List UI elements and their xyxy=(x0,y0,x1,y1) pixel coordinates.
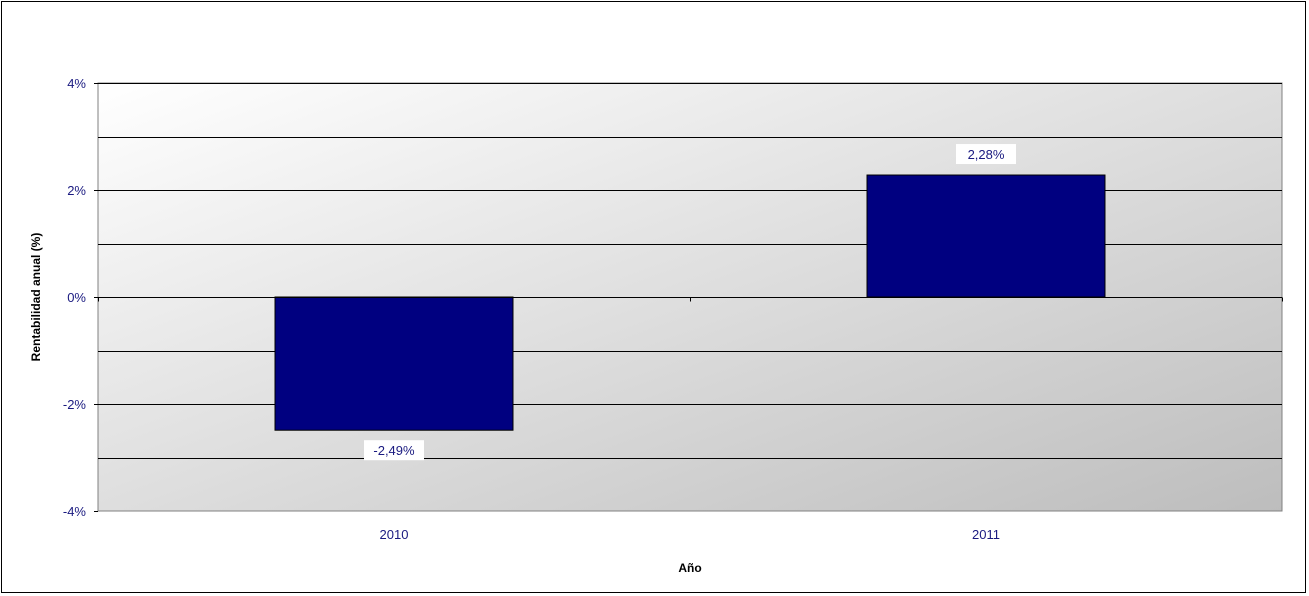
data-label-2011: 2,28% xyxy=(968,147,1005,162)
bars xyxy=(274,174,1106,431)
x-tick-label-2011: 2011 xyxy=(972,527,1000,542)
y-tick-label: 0% xyxy=(67,290,86,305)
bar-2011 xyxy=(866,174,1106,298)
bar-2010 xyxy=(274,296,514,431)
x-axis-title: Año xyxy=(678,561,701,575)
x-tick-label-2010: 2010 xyxy=(380,527,409,542)
data-label-2010: -2,49% xyxy=(373,443,415,458)
y-tick-label: -4% xyxy=(63,504,87,519)
data-labels: -2,49% 2,28% xyxy=(364,144,1016,461)
zero-axis xyxy=(98,297,1283,302)
y-tick-label: -2% xyxy=(63,397,87,412)
x-axis-ticks: 2010 2011 xyxy=(380,527,1000,542)
y-tick-label: 4% xyxy=(67,76,86,91)
y-axis-ticks: 4% 2% 0% -2% -4% xyxy=(63,76,98,519)
y-tick-label: 2% xyxy=(67,183,86,198)
y-axis-title: Rentabilidad anual (%) xyxy=(29,233,43,362)
data-label-box xyxy=(364,440,424,461)
data-label-box xyxy=(956,144,1016,165)
